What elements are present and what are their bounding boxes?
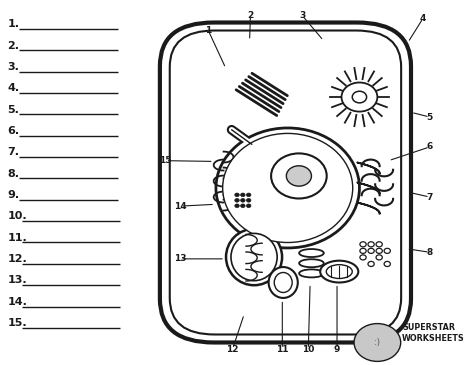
Text: 9.: 9. — [8, 190, 19, 200]
Circle shape — [360, 255, 366, 260]
Text: 3.: 3. — [8, 62, 19, 72]
FancyBboxPatch shape — [160, 23, 411, 342]
Circle shape — [250, 161, 257, 167]
Circle shape — [241, 204, 245, 208]
Text: 1: 1 — [205, 26, 211, 35]
Text: 5: 5 — [427, 112, 433, 122]
Text: 7: 7 — [427, 193, 433, 201]
Text: 8.: 8. — [8, 169, 19, 179]
Ellipse shape — [274, 273, 292, 292]
Text: SUPERSTAR
WORKSHEETS: SUPERSTAR WORKSHEETS — [402, 323, 465, 343]
Ellipse shape — [231, 233, 277, 281]
Circle shape — [368, 261, 374, 266]
Text: 15.: 15. — [8, 318, 27, 328]
Text: 6.: 6. — [8, 126, 19, 136]
Ellipse shape — [320, 261, 358, 283]
Ellipse shape — [299, 249, 324, 257]
Text: 10.: 10. — [8, 211, 27, 222]
Ellipse shape — [326, 265, 352, 278]
Text: 13: 13 — [174, 254, 186, 264]
Text: 3: 3 — [299, 11, 305, 20]
Text: 15: 15 — [159, 156, 172, 165]
Text: 10: 10 — [302, 345, 315, 354]
Text: 5.: 5. — [8, 105, 19, 115]
Circle shape — [235, 204, 239, 208]
Text: 6: 6 — [427, 142, 433, 151]
Circle shape — [368, 242, 374, 247]
Ellipse shape — [226, 229, 282, 285]
Circle shape — [376, 255, 383, 260]
Text: 12.: 12. — [8, 254, 27, 264]
Text: 7.: 7. — [8, 147, 19, 157]
Circle shape — [286, 166, 311, 186]
Text: 12: 12 — [226, 345, 239, 354]
Text: 4: 4 — [420, 14, 426, 23]
Circle shape — [246, 204, 251, 208]
Text: 8: 8 — [427, 248, 433, 257]
Text: 2.: 2. — [8, 41, 19, 51]
Circle shape — [352, 91, 366, 103]
Text: 1.: 1. — [8, 19, 19, 29]
Text: 14: 14 — [174, 201, 186, 211]
Circle shape — [384, 261, 391, 266]
Circle shape — [250, 154, 257, 160]
Circle shape — [360, 248, 366, 253]
Text: 11: 11 — [276, 345, 289, 354]
Circle shape — [354, 324, 401, 361]
Circle shape — [360, 242, 366, 247]
Text: 9: 9 — [334, 345, 340, 354]
Ellipse shape — [223, 134, 353, 242]
Circle shape — [271, 153, 327, 199]
Circle shape — [241, 154, 249, 160]
Ellipse shape — [229, 185, 256, 216]
Circle shape — [235, 199, 239, 202]
Circle shape — [341, 82, 377, 112]
Text: 11.: 11. — [8, 233, 27, 243]
Circle shape — [376, 248, 383, 253]
Circle shape — [246, 199, 251, 202]
Circle shape — [384, 248, 391, 253]
Ellipse shape — [269, 267, 298, 298]
Text: 2: 2 — [247, 11, 254, 20]
Ellipse shape — [216, 128, 359, 248]
Circle shape — [376, 242, 383, 247]
Ellipse shape — [299, 269, 324, 277]
Text: :): :) — [374, 338, 380, 347]
Text: 4.: 4. — [8, 83, 19, 93]
Circle shape — [368, 248, 374, 253]
Circle shape — [241, 199, 245, 202]
Circle shape — [241, 193, 245, 197]
Text: 14.: 14. — [8, 297, 27, 307]
Circle shape — [235, 193, 239, 197]
Ellipse shape — [299, 259, 324, 267]
Circle shape — [246, 193, 251, 197]
Circle shape — [241, 161, 249, 167]
Text: 13.: 13. — [8, 276, 27, 285]
